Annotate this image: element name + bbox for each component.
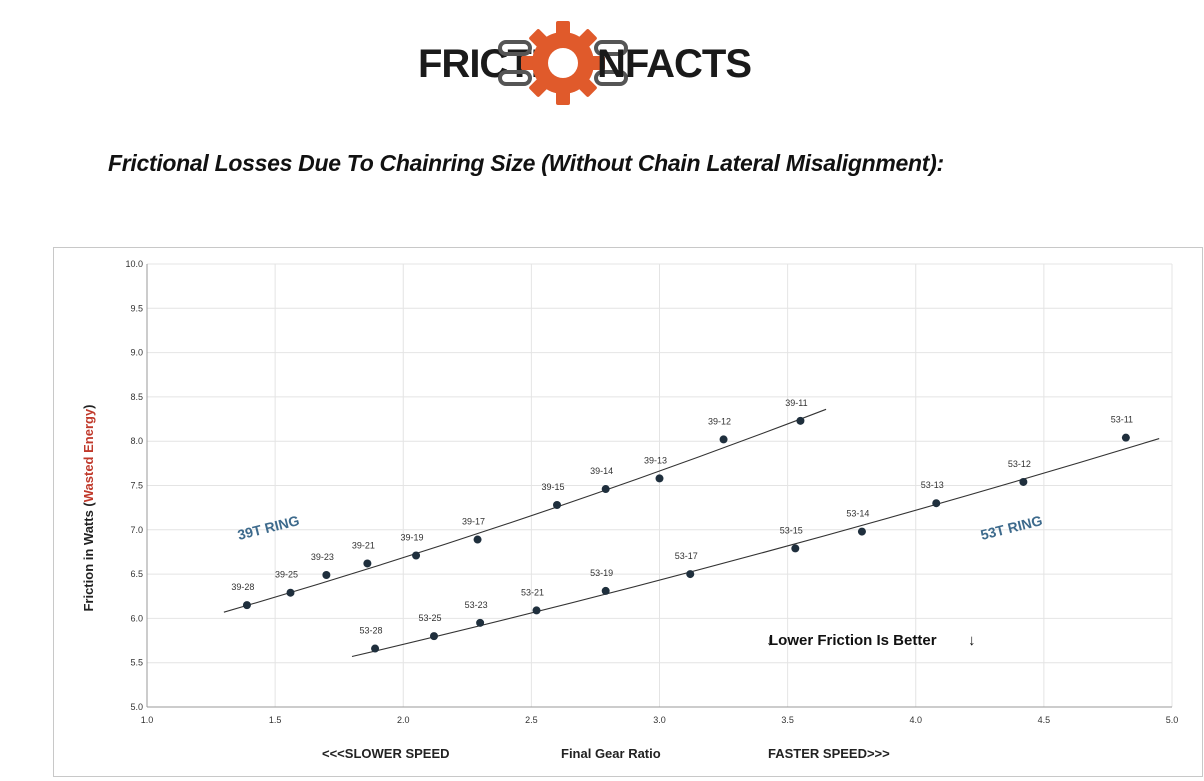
data-point-53-21: [532, 606, 541, 615]
point-label-39-12: 39-12: [708, 416, 731, 426]
x-tick-label: 5.0: [1166, 715, 1179, 725]
data-point-53-15: [791, 544, 800, 553]
data-point-39-14: [601, 485, 610, 494]
x-axis-left-label: <<<SLOWER SPEED: [322, 746, 450, 761]
series-label-39t: 39T RING: [236, 512, 301, 543]
point-label-39-11: 39-11: [785, 398, 807, 408]
x-tick-label: 4.0: [909, 715, 922, 725]
data-point-53-11: [1121, 433, 1130, 442]
data-point-53-25: [430, 632, 438, 641]
point-label-53-25: 53-25: [418, 613, 441, 623]
point-label-39-21: 39-21: [352, 540, 375, 550]
data-point-53-19: [601, 586, 610, 595]
data-point-39-23: [322, 570, 331, 579]
data-point-39-19: [412, 551, 421, 560]
point-label-53-19: 53-19: [590, 568, 613, 578]
point-label-39-28: 39-28: [231, 582, 254, 592]
data-points: [242, 416, 1130, 653]
data-point-39-13: [655, 474, 664, 483]
chain-icon: [498, 40, 628, 86]
y-tick-label: 7.0: [130, 525, 143, 535]
data-point-53-13: [932, 499, 941, 508]
point-label-53-15: 53-15: [780, 525, 803, 535]
point-label-53-17: 53-17: [675, 551, 698, 561]
point-label-53-11: 53-11: [1111, 415, 1133, 425]
page-headline: Frictional Losses Due To Chainring Size …: [108, 150, 944, 176]
x-tick-label: 1.5: [269, 715, 282, 725]
data-point-53-23: [476, 618, 485, 627]
data-point-53-12: [1019, 477, 1028, 486]
trend-line-53t: [351, 438, 1160, 658]
y-tick-label: 7.5: [130, 481, 143, 491]
point-label-53-21: 53-21: [521, 587, 544, 597]
chart-frame: 5.0 5.5 6.0 6.5 7.0 7.5 8.0 8.5 9.0 9.5 10.0 1.0 1.5…: [53, 247, 1203, 777]
trend-line-39t: [223, 408, 827, 613]
y-tick-label: 5.5: [130, 658, 143, 668]
down-arrow-icon: ↓: [766, 632, 774, 649]
x-tick-label: 4.5: [1038, 715, 1051, 725]
trend-lines: [223, 408, 1160, 658]
chart-axes: 5.0 5.5 6.0 6.5 7.0 7.5 8.0 8.5 9.0 9.5 10.0 1.0 1.5…: [125, 259, 1178, 725]
point-label-39-23: 39-23: [311, 552, 334, 562]
series-label-53t: 53T RING: [979, 512, 1044, 543]
data-point-39-12: [719, 435, 728, 444]
point-labels: 39-28 39-25 39-23 39-21 39-19 39-17 39-15 39-14…: [231, 398, 1133, 636]
y-tick-label: 8.5: [130, 392, 143, 402]
data-point-39-15: [553, 500, 561, 509]
data-point-39-17: [473, 535, 482, 544]
chart-grid: [146, 263, 1173, 708]
y-axis-title: Friction in Watts (Wasted Energy): [81, 404, 96, 611]
y-tick-label: 10.0: [125, 259, 143, 269]
point-label-39-15: 39-15: [541, 482, 564, 492]
x-axis-right-label: FASTER SPEED>>>: [768, 746, 890, 761]
data-point-53-17: [686, 570, 695, 579]
point-label-53-13: 53-13: [921, 480, 944, 490]
data-point-53-28: [371, 644, 380, 653]
logo-text-right: NFACTS: [597, 42, 751, 86]
x-tick-label: 3.0: [653, 715, 666, 725]
x-axis-title: Final Gear Ratio: [561, 746, 661, 761]
point-label-39-19: 39-19: [401, 532, 424, 542]
gear-icon: [521, 21, 605, 105]
y-tick-label: 6.0: [130, 613, 143, 623]
point-label-39-17: 39-17: [462, 517, 485, 527]
y-tick-label: 9.0: [130, 348, 143, 358]
friction-chart: 5.0 5.5 6.0 6.5 7.0 7.5 8.0 8.5 9.0 9.5 10.0 1.0 1.5…: [81, 259, 1178, 761]
x-tick-label: 3.5: [781, 715, 794, 725]
data-point-39-11: [796, 416, 805, 425]
point-label-39-13: 39-13: [644, 455, 667, 465]
data-point-39-25: [286, 588, 295, 597]
point-label-39-25: 39-25: [275, 570, 298, 580]
annotation-text: Lower Friction Is Better: [769, 632, 937, 649]
y-tick-label: 9.5: [130, 303, 143, 313]
data-point-39-21: [363, 559, 372, 568]
point-label-53-28: 53-28: [360, 626, 383, 636]
y-tick-label: 8.0: [130, 436, 143, 446]
y-tick-label: 5.0: [130, 702, 143, 712]
x-tick-label: 2.5: [525, 715, 538, 725]
x-tick-label: 2.0: [397, 715, 410, 725]
y-tick-label: 6.5: [130, 569, 143, 579]
point-label-53-23: 53-23: [465, 600, 488, 610]
x-tick-label: 1.0: [141, 715, 154, 725]
down-arrow-icon: ↓: [968, 632, 976, 649]
data-point-39-28: [242, 601, 251, 610]
point-label-53-14: 53-14: [846, 509, 869, 519]
point-label-39-14: 39-14: [590, 466, 613, 476]
data-point-53-14: [857, 527, 866, 536]
point-label-53-12: 53-12: [1008, 459, 1031, 469]
friction-facts-logo: FRICTI NFACTS: [418, 21, 752, 105]
